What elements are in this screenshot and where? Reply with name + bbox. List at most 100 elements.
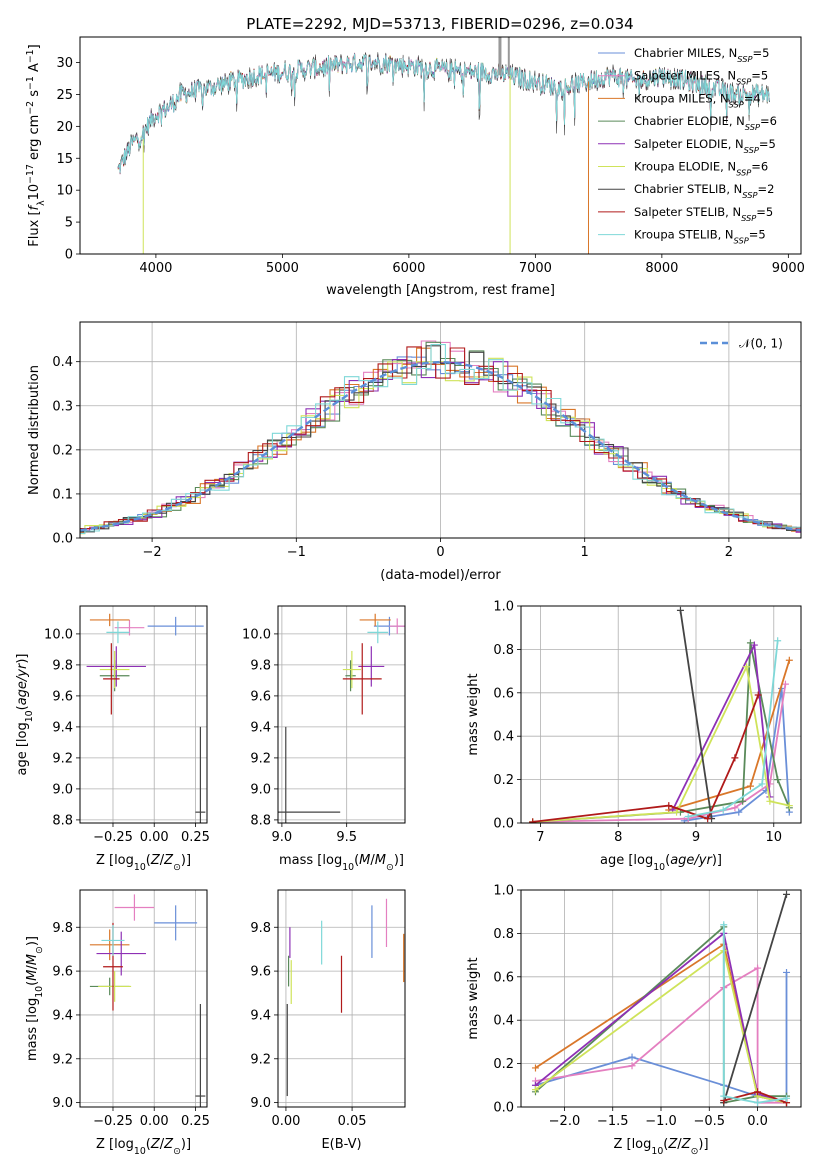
y-tick-label: 9.0 (250, 782, 271, 797)
x-tick-label: −1.5 (597, 1114, 629, 1129)
weight-lines (529, 606, 793, 823)
legend-label-normal: 𝒩(0, 1) (739, 337, 783, 351)
weight-marker-kroupa-stelib (758, 780, 766, 788)
x-tick-label: 9.0 (272, 830, 293, 845)
x-tick-label: 0.00 (271, 1114, 300, 1129)
weight-marker-salpeter-stelib (704, 815, 712, 823)
x-tick-label: 9.5 (336, 830, 357, 845)
age-vs-metallicity-panel: −0.25 0.00 0.25 8.8 9.0 9.2 9.4 9.6 9.8 10.0 Z [lo… (15, 605, 210, 873)
y-tick-label: 9.8 (52, 921, 73, 936)
y-tick-label: 0.0 (493, 1101, 514, 1116)
spectrum-panel: 4000 5000 6000 7000 8000 9000 0 5 10 15 20 25 30 Chab… (25, 36, 805, 298)
plot-area (80, 890, 207, 1107)
axes-frame (277, 889, 406, 1108)
axes-frame (79, 605, 208, 824)
x-tick-label: 7 (536, 830, 544, 845)
y-tick-label: 9.8 (52, 658, 73, 673)
y-tick-label: 9.0 (52, 782, 73, 797)
weight-marker-kroupa-stelib (684, 812, 692, 820)
weight-marker-kroupa-stelib (774, 637, 782, 645)
x-tick-label: −1.0 (645, 1114, 677, 1129)
histogram-chabrier-stelib (80, 345, 801, 533)
weight-marker-chabrier-miles (783, 968, 791, 976)
normal-curve (80, 360, 801, 532)
y-tick-label: 9.8 (250, 658, 271, 673)
y-tick-label: 5 (65, 216, 73, 231)
mass-vs-ebv-panel: 0.00 0.05 9.0 9.2 9.4 9.6 9.8 E(B-V) (250, 889, 406, 1152)
weight-marker-salpeter-miles (781, 680, 789, 688)
y-tick-label: 0.0 (52, 532, 73, 547)
y-tick-label: 9.0 (52, 1096, 73, 1111)
weight-line-chabrier-stelib (722, 894, 788, 1103)
weight-marker-salpeter-stelib (731, 754, 739, 762)
weight-line-kroupa-stelib (688, 640, 779, 818)
x-tick-label: 8 (614, 830, 622, 845)
y-tick-label: 20 (56, 120, 73, 135)
errorbar-group (278, 613, 405, 823)
y-tick-label: 9.2 (250, 1052, 271, 1067)
axes-frame (79, 889, 208, 1108)
y-tick-label: 10.0 (242, 627, 271, 642)
weight-marker-chabrier-elodie (774, 776, 782, 784)
weight-marker-salpeter-stelib (754, 691, 762, 699)
y-tick-label: 15 (56, 152, 73, 167)
weight-marker-salpeter-miles (628, 1062, 636, 1070)
weight-marker-kroupa-stelib (783, 1094, 791, 1102)
y-tick-label: 0.4 (52, 355, 73, 370)
x-axis-label: age [log10(age/yr)] (600, 853, 722, 873)
y-tick-label: 0.2 (493, 1057, 514, 1072)
y-axis-label: mass [log10(M/M⊙)] (25, 936, 45, 1061)
y-tick-label: 9.6 (250, 965, 271, 980)
y-tick-label: 8.8 (250, 813, 271, 828)
legend-label-salpeter-elodie: Salpeter ELODIE, NSSP=5 (634, 137, 776, 155)
x-tick-label: 9 (692, 830, 700, 845)
y-tick-label: 1.0 (493, 884, 514, 899)
y-tick-label: 10 (56, 184, 73, 199)
x-tick-label: 0.25 (181, 1114, 210, 1129)
spectrum-line-kroupa-stelib (117, 53, 770, 173)
errorbar-group (86, 613, 206, 823)
axes-frame (277, 605, 406, 824)
weight-line-kroupa-elodie (534, 949, 787, 1104)
x-tick-label: 8000 (645, 261, 678, 276)
legend-label-salpeter-stelib: Salpeter STELIB, NSSP=5 (634, 205, 773, 223)
weight-marker-chabrier-stelib (676, 606, 684, 614)
y-tick-label: 0.4 (493, 1014, 514, 1029)
mass-vs-metallicity-panel: −0.25 0.00 0.25 9.0 9.2 9.4 9.6 9.8 Z [log10(Z/Z… (25, 889, 210, 1157)
y-tick-label: 9.8 (250, 921, 271, 936)
y-tick-label: 0.8 (493, 927, 514, 942)
y-tick-label: 0 (65, 248, 73, 263)
residuals-panel: −2 −1 0 1 2 0.0 0.1 0.2 0.3 0.4 𝒩(0, 1) (data-model… (27, 321, 802, 583)
y-tick-label: 1.0 (493, 600, 514, 615)
axes-frame (79, 36, 802, 255)
x-tick-label: 6000 (392, 261, 425, 276)
weight-marker-kroupa-elodie (743, 663, 751, 671)
x-tick-label: 2 (725, 545, 733, 560)
y-tick-label: 9.4 (250, 720, 271, 735)
x-axis-label: E(B-V) (321, 1137, 361, 1152)
axes-frame (79, 321, 802, 539)
y-tick-label: 0.8 (493, 643, 514, 658)
y-tick-label: 9.2 (250, 751, 271, 766)
histogram-group (80, 340, 801, 535)
x-tick-label: 5000 (266, 261, 299, 276)
y-axis-label: Flux [fλ10−17 erg cm−2 s−1 A−1] (25, 44, 47, 246)
weight-marker-kroupa-elodie (531, 1086, 539, 1094)
y-tick-label: 0.6 (493, 686, 514, 701)
weight-marker-chabrier-stelib (783, 890, 791, 898)
weight-marker-chabrier-miles (628, 1053, 636, 1061)
weight-line-chabrier-miles (535, 972, 788, 1104)
weight-marker-salpeter-stelib (665, 802, 673, 810)
weight-marker-kroupa-stelib (720, 921, 728, 929)
axes-frame (520, 889, 802, 1108)
y-tick-label: 9.2 (52, 1052, 73, 1067)
x-axis-label: Z [log10(Z/Z⊙)] (96, 1137, 191, 1157)
weight-marker-chabrier-miles (735, 808, 743, 816)
weight-marker-kroupa-elodie (766, 797, 774, 805)
weight-marker-salpeter-miles (754, 964, 762, 972)
weight-marker-kroupa-stelib (719, 806, 727, 814)
x-tick-label: 10 (766, 830, 783, 845)
y-axis-label: mass weight (466, 957, 481, 1039)
